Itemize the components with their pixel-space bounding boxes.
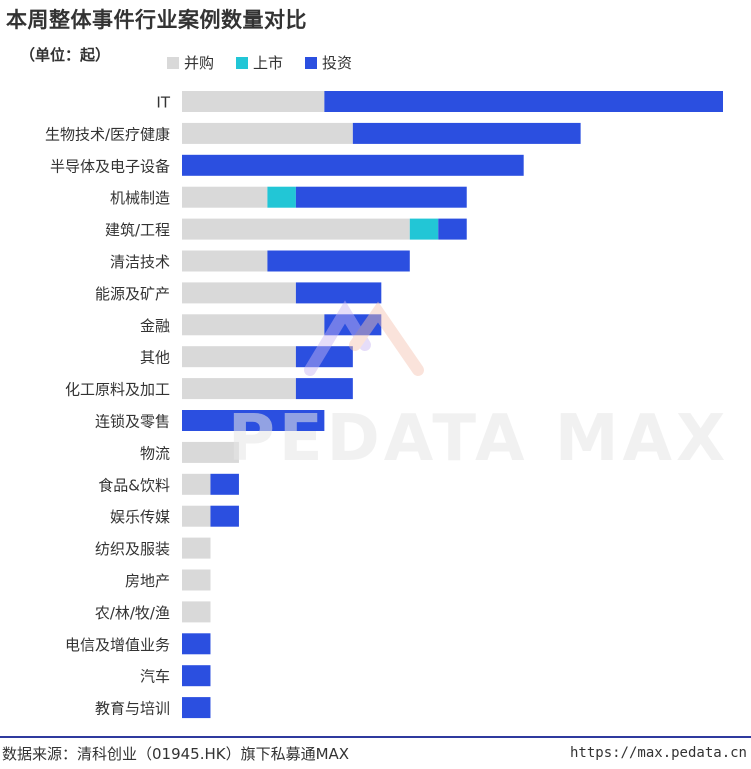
category-label: 建筑/工程 — [105, 221, 170, 239]
bar-segment-investment — [182, 665, 211, 687]
bar-segment-merger — [182, 569, 211, 591]
bar-segment-merger — [182, 282, 296, 304]
bar-segment-merger — [182, 314, 325, 336]
bar-segment-merger — [182, 250, 268, 272]
bar-segment-merger — [182, 91, 325, 112]
bar-segment-investment — [295, 346, 353, 368]
chart-title: 本周整体事件行业案例数量对比 — [6, 8, 307, 32]
category-label: 娱乐传媒 — [110, 508, 170, 526]
legend-label-investment: 投资 — [322, 54, 353, 72]
legend-swatch-merger — [167, 56, 179, 69]
bar-segment-investment — [324, 314, 382, 336]
bar-segment-investment — [210, 473, 239, 495]
bar-segment-ipo — [267, 186, 296, 208]
bar-segment-investment — [182, 154, 524, 176]
bar-segment-merger — [182, 537, 211, 559]
legend-item-merger: 并购 — [167, 52, 214, 73]
unit-label: （单位：起） — [20, 46, 111, 64]
footer-source: 数据来源：清科创业（01945.HK）旗下私募通MAX — [2, 745, 350, 763]
bar-segment-investment — [295, 378, 353, 400]
category-label: 连锁及零售 — [95, 413, 170, 431]
bar-segment-investment — [182, 633, 211, 655]
category-label: IT — [156, 94, 170, 112]
bar-segment-merger — [182, 505, 211, 527]
legend-swatch-ipo — [236, 56, 249, 69]
category-label: 纺织及服装 — [95, 540, 170, 558]
category-label: 汽车 — [140, 668, 170, 686]
bar-segment-merger — [182, 218, 410, 240]
category-label: 清洁技术 — [110, 253, 170, 271]
bar-segment-investment — [182, 697, 211, 719]
bar-segment-merger — [182, 122, 353, 144]
category-label: 生物技术/医疗健康 — [45, 125, 170, 143]
legend-label-ipo: 上市 — [253, 54, 284, 72]
bar-segment-merger — [182, 601, 211, 623]
footer-divider — [0, 736, 751, 738]
legend-label-merger: 并购 — [184, 54, 215, 72]
bar-segment-merger — [182, 473, 211, 495]
category-label: 半导体及电子设备 — [50, 157, 170, 175]
bar-segment-investment — [182, 410, 325, 431]
category-label: 能源及矿产 — [95, 285, 170, 303]
bar-chart: IT 生物技术/医疗健康半导体及电子设备机械制造建筑/工程清洁技术能源及矿产金融其… — [45, 91, 723, 719]
bar-segment-ipo — [409, 218, 439, 240]
bar-segment-investment — [295, 282, 382, 304]
footer-url[interactable]: https://max.pedata.cn — [569, 745, 747, 761]
category-label: 其他 — [140, 349, 170, 367]
bar-segment-investment — [210, 505, 239, 527]
category-label: 电信及增值业务 — [65, 636, 170, 654]
bar-segment-merger — [182, 441, 239, 463]
category-label: 金融 — [140, 317, 170, 335]
category-label: 化工原料及加工 — [65, 381, 170, 399]
bar-segment-investment — [352, 122, 581, 144]
legend-swatch-investment — [305, 56, 318, 69]
category-label: 物流 — [140, 444, 170, 462]
category-label: 教育与培训 — [95, 700, 170, 718]
category-label: 机械制造 — [110, 189, 170, 207]
category-label: 食品&饮料 — [98, 476, 170, 494]
legend-item-investment: 投资 — [305, 52, 352, 73]
category-label: 农/林/牧/渔 — [95, 604, 170, 622]
bar-segment-investment — [438, 218, 467, 240]
bar-segment-merger — [182, 346, 296, 368]
bar-segment-investment — [295, 186, 467, 208]
bar-segment-investment — [324, 91, 723, 112]
bar-segment-merger — [182, 186, 268, 208]
bar-segment-merger — [182, 378, 296, 400]
legend: 并购 上市 投资 — [167, 52, 352, 73]
category-label: 房地产 — [125, 572, 170, 590]
bar-segment-investment — [267, 250, 410, 272]
legend-item-ipo: 上市 — [236, 52, 283, 73]
